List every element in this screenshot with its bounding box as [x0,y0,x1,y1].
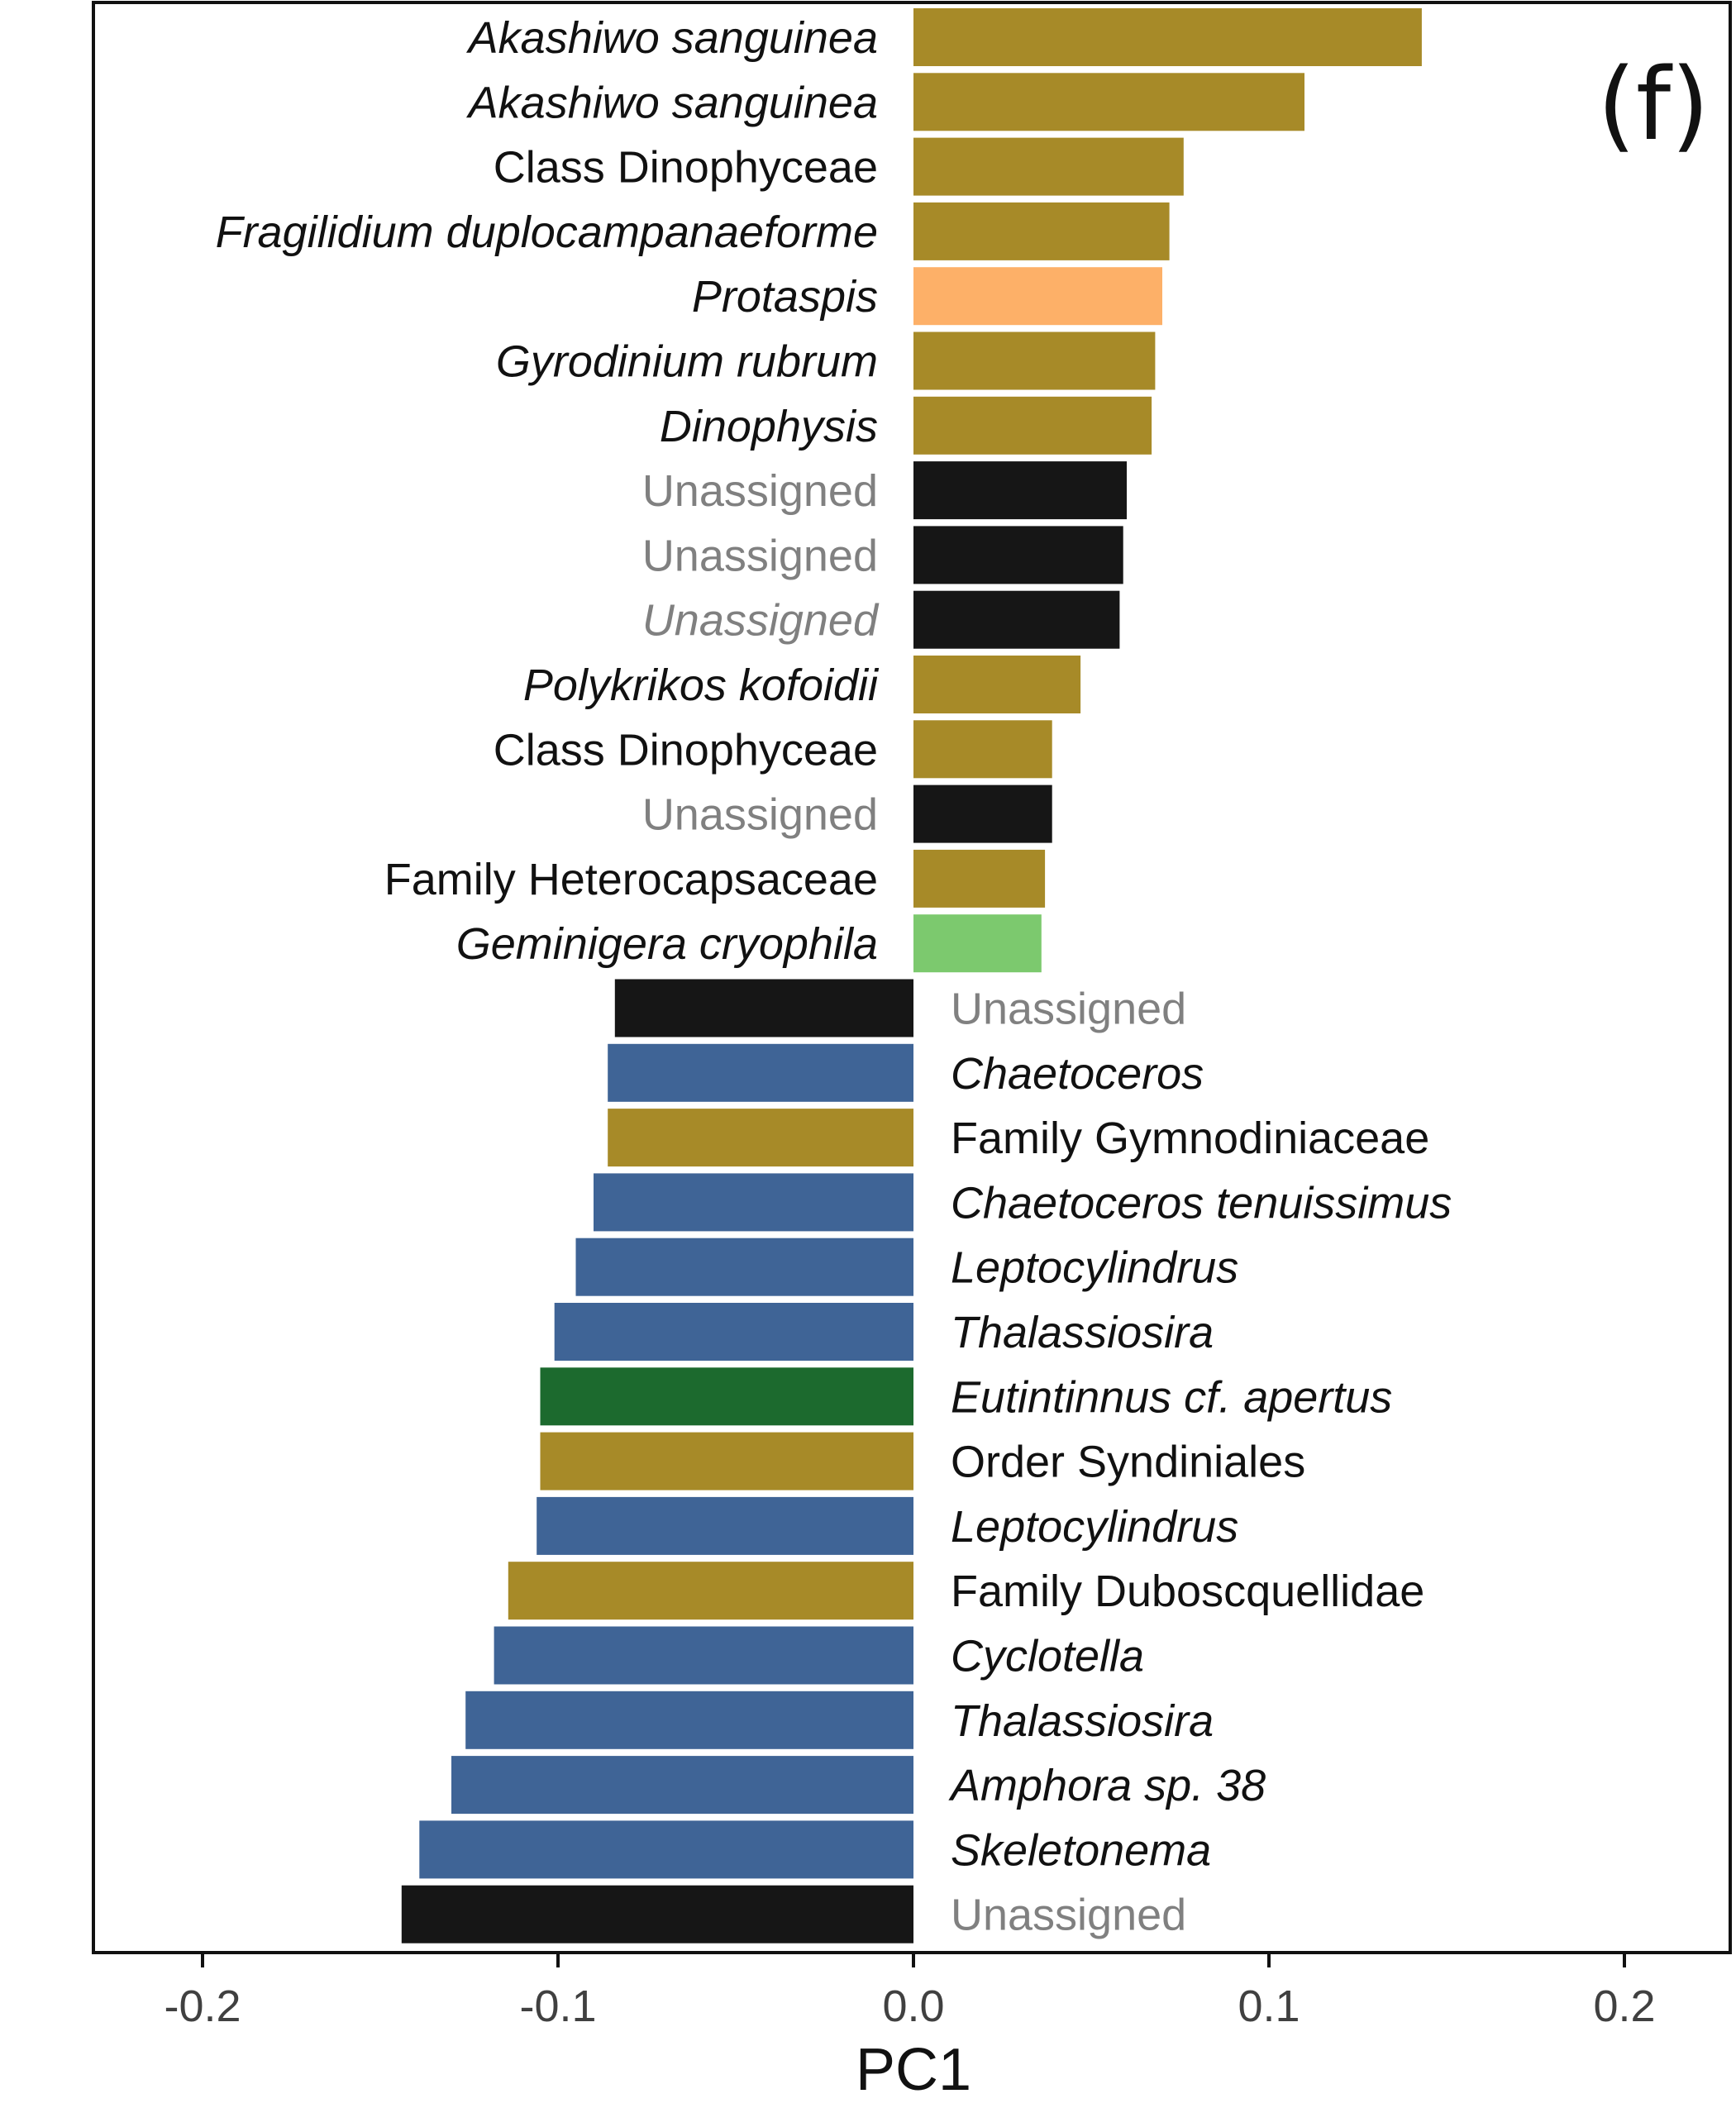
bar-26 [494,1626,913,1685]
bar-label-7: Dinophysis [660,402,878,451]
bar-label-17: Chaetoceros [951,1049,1204,1099]
bar-23 [540,1432,913,1490]
bar-label-22: Eutintinnus cf. apertus [951,1372,1392,1422]
bar-30 [401,1885,913,1943]
bar-25 [508,1562,913,1620]
bar-label-18: Family Gymnodiniaceae [951,1114,1429,1163]
bar-22 [540,1367,913,1426]
bar-27 [465,1691,913,1749]
bar-7 [913,396,1152,455]
x-axis-ticks: -0.2 -0.1 0.0 0.1 0.2 [164,1953,1656,2031]
x-tick-label-5: 0.2 [1593,1982,1655,2031]
bar-labels-layer: Akashiwo sanguinea Akashiwo sanguinea Clas… [216,13,1452,1940]
bar-label-9: Unassigned [642,531,878,580]
bar-label-19: Chaetoceros tenuissimus [951,1178,1452,1228]
bar-label-21: Thalassiosira [951,1308,1214,1357]
bar-label-4: Fragilidium duplocampanaeforme [216,207,878,257]
x-tick-label-1: -0.2 [164,1982,241,2031]
bar-label-14: Family Heterocapsaceae [384,855,878,904]
bar-label-6: Gyrodinium rubrum [496,337,878,387]
bar-12 [913,720,1052,779]
bar-24 [537,1496,913,1555]
bars-layer [401,8,1422,1943]
bar-19 [594,1173,913,1232]
bar-label-25: Family Duboscquellidae [951,1567,1424,1616]
bar-9 [913,526,1123,584]
bar-label-30: Unassigned [951,1891,1186,1940]
bar-16 [614,979,913,1037]
x-axis-title: PC1 [856,2037,971,2103]
bar-label-12: Class Dinophyceae [494,725,878,775]
bar-14 [913,849,1046,908]
bar-label-20: Leptocylindrus [951,1243,1238,1293]
bar-8 [913,461,1127,520]
bar-4 [913,202,1170,260]
bar-label-28: Amphora sp. 38 [948,1761,1266,1810]
bar-28 [451,1756,913,1815]
bar-29 [419,1820,913,1879]
bar-label-8: Unassigned [642,466,878,516]
bar-label-15: Geminigera cryophila [456,919,878,969]
bar-15 [913,914,1042,973]
bar-label-29: Skeletonema [951,1825,1211,1875]
bar-20 [575,1238,913,1296]
bar-5 [913,267,1162,326]
x-tick-label-4: 0.1 [1238,1982,1300,2031]
bar-10 [913,590,1120,649]
bar-21 [554,1303,913,1361]
x-tick-label-2: -0.1 [519,1982,596,2031]
bar-label-11: Polykrikos kofoidii [523,661,880,710]
bar-label-5: Protaspis [692,272,878,322]
bar-18 [608,1109,913,1167]
bar-1 [913,8,1422,66]
bar-label-27: Thalassiosira [951,1696,1214,1746]
bar-label-23: Order Syndiniales [951,1438,1305,1487]
bar-11 [913,656,1081,713]
bar-3 [913,137,1184,196]
bar-label-1: Akashiwo sanguinea [466,13,878,63]
bar-label-13: Unassigned [642,790,878,840]
bar-label-10: Unassigned [642,596,880,646]
bar-label-24: Leptocylindrus [951,1502,1238,1552]
bar-13 [913,785,1052,843]
bar-2 [913,73,1304,131]
bar-label-26: Cyclotella [951,1632,1144,1681]
bar-17 [608,1043,913,1102]
bar-label-16: Unassigned [951,985,1186,1034]
panel-label: (f) [1597,48,1710,163]
bar-label-3: Class Dinophyceae [494,143,878,193]
bar-6 [913,331,1156,390]
x-tick-label-3: 0.0 [882,1982,944,2031]
bar-label-2: Akashiwo sanguinea [466,78,878,127]
